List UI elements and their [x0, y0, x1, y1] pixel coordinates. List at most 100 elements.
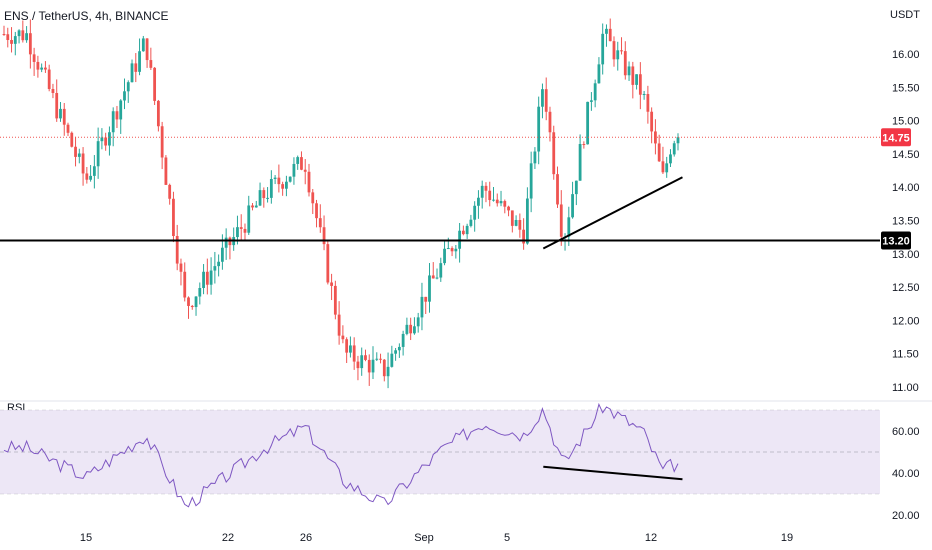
candle-body — [138, 51, 141, 72]
candle-body — [676, 137, 680, 144]
candle-body — [21, 30, 25, 41]
candle-body — [322, 227, 326, 245]
candle-body — [239, 227, 243, 229]
candle-body — [172, 198, 175, 236]
candle-body — [446, 248, 450, 250]
candle-body — [220, 247, 224, 262]
candle-body — [28, 33, 32, 55]
candle-body — [224, 237, 228, 248]
candle-body — [66, 124, 70, 133]
candle-body — [266, 197, 269, 199]
candle-body — [473, 205, 477, 220]
candle-body — [620, 50, 623, 52]
candle-body — [571, 194, 574, 218]
time-tick-label: 22 — [222, 532, 234, 544]
candle-body — [503, 201, 507, 207]
candle-body — [145, 38, 149, 61]
candle-body — [273, 177, 277, 179]
candle-body — [559, 204, 563, 237]
candle-body — [130, 63, 134, 83]
candle-body — [397, 346, 401, 351]
candle-body — [251, 205, 254, 208]
candle-body — [62, 108, 66, 125]
candle-body — [548, 111, 552, 133]
candle-body — [345, 339, 349, 353]
candle-body — [405, 324, 409, 334]
candle-body — [638, 74, 642, 95]
candle-body — [183, 271, 187, 298]
candle-body — [507, 206, 510, 211]
candle-body — [360, 355, 364, 369]
candle-body — [81, 153, 85, 174]
candle-body — [499, 201, 503, 204]
candle-body — [386, 366, 390, 377]
candle-body — [661, 161, 665, 173]
candle-body — [85, 173, 89, 180]
rsi-tick-label: 20.00 — [892, 510, 920, 522]
time-tick-label: 5 — [504, 532, 510, 544]
rsi-tick-label: 40.00 — [892, 468, 920, 480]
candle-body — [285, 181, 288, 189]
rsi-trendline[interactable] — [543, 465, 683, 481]
candle-body — [311, 192, 315, 204]
candle-body — [2, 34, 6, 36]
candle-body — [47, 69, 51, 90]
candle-body — [108, 132, 111, 146]
candle-body — [96, 141, 100, 167]
candle-body — [198, 288, 202, 297]
candle-body — [382, 359, 386, 377]
candle-body — [544, 89, 548, 112]
candle-body — [514, 219, 518, 226]
candle-body — [364, 355, 367, 360]
candle-body — [341, 335, 345, 340]
candle-body — [160, 126, 164, 158]
candle-body — [586, 101, 590, 145]
candle-body — [74, 146, 77, 157]
candle-body — [582, 144, 586, 146]
candle-body — [435, 277, 439, 279]
candle-body — [25, 33, 28, 41]
candle-body — [288, 176, 292, 182]
candle-body — [428, 275, 431, 302]
candle-body — [650, 111, 654, 132]
candle-body — [77, 153, 81, 157]
candle-body — [424, 296, 428, 302]
candle-body — [243, 228, 247, 233]
candle-body — [333, 285, 337, 315]
candle-body — [126, 82, 130, 92]
candle-body — [518, 219, 522, 230]
candle-body — [480, 185, 484, 198]
price-tick-label: 12.00 — [892, 315, 920, 327]
price-tick-label: 11.50 — [892, 349, 919, 361]
candle-body — [303, 169, 307, 172]
candle-body — [262, 190, 266, 199]
candle-body — [469, 219, 473, 226]
candle-body — [669, 154, 672, 164]
candle-body — [431, 275, 435, 279]
candle-body — [205, 271, 209, 285]
candle-body — [465, 225, 469, 235]
candle-body — [55, 92, 59, 119]
candle-body — [574, 180, 578, 195]
candle-body — [326, 244, 330, 283]
candle-body — [17, 30, 21, 37]
candle-body — [59, 108, 62, 119]
candle-body — [416, 317, 420, 327]
candle-body — [115, 111, 119, 120]
price-trendline[interactable] — [542, 176, 683, 250]
candle-body — [488, 190, 492, 201]
candle-body — [269, 178, 273, 198]
time-tick-label: 12 — [645, 532, 657, 544]
candle-body — [409, 324, 413, 334]
candle-body — [635, 74, 638, 85]
candle-body — [593, 83, 597, 101]
candle-body — [529, 163, 533, 199]
candle-body — [209, 270, 213, 285]
candle-body — [578, 144, 582, 181]
candle-body — [179, 263, 183, 272]
candle-body — [642, 94, 646, 96]
candle-body — [567, 217, 571, 237]
candle-body — [533, 151, 537, 164]
candle-body — [292, 163, 296, 177]
